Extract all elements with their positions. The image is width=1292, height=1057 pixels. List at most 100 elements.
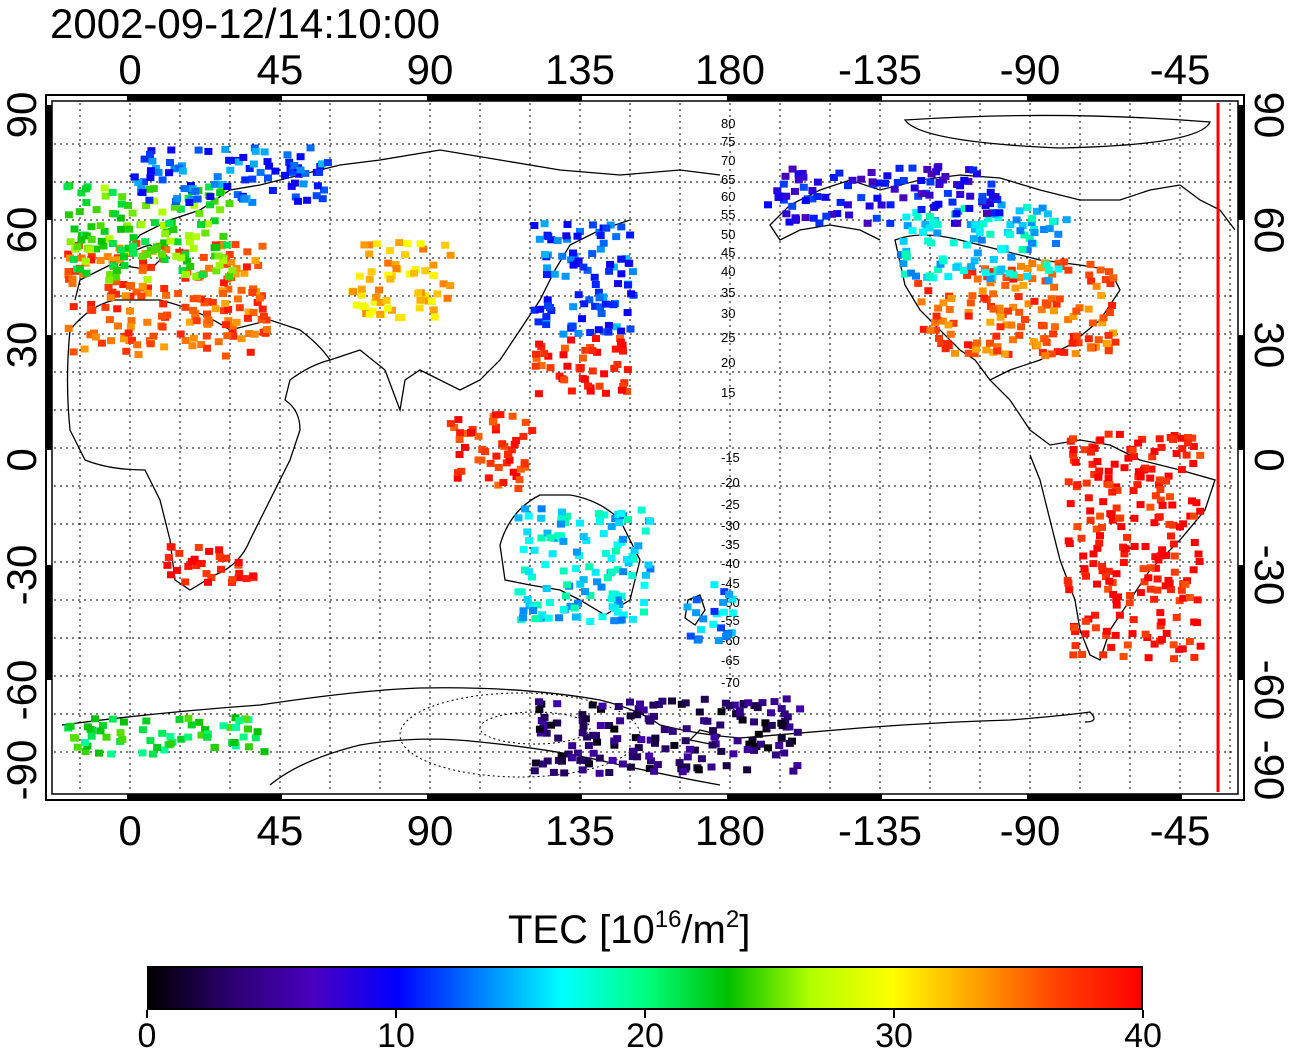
tec-point: [1080, 446, 1089, 454]
tec-point: [1096, 436, 1105, 444]
tec-point: [1102, 627, 1111, 635]
tec-point: [1041, 352, 1050, 360]
tec-point: [530, 222, 539, 229]
tec-point: [1104, 567, 1113, 575]
tec-point: [937, 340, 946, 347]
tec-point: [644, 561, 653, 569]
tec-point: [232, 318, 241, 326]
tec-point: [1087, 277, 1096, 285]
tec-point: [528, 427, 537, 434]
tec-point: [1189, 460, 1198, 467]
tec-point: [917, 190, 926, 198]
tec-point: [645, 765, 654, 773]
tec-point: [592, 732, 600, 739]
tec-point: [1112, 595, 1121, 603]
tec-point: [169, 226, 178, 233]
tec-point: [1021, 316, 1029, 323]
tec-point: [128, 209, 137, 217]
tec-point: [935, 334, 943, 342]
tec-point: [189, 306, 198, 314]
tec-point: [221, 145, 230, 153]
tec-point: [653, 761, 662, 769]
tec-point: [781, 172, 790, 180]
tec-point: [668, 697, 676, 705]
tec-point: [782, 210, 791, 218]
tec-point: [535, 698, 543, 706]
tec-point: [960, 176, 969, 184]
tec-point: [966, 192, 975, 200]
tec-point: [203, 344, 211, 352]
tec-point: [82, 232, 91, 240]
tec-point: [81, 185, 90, 193]
tec-point: [1153, 586, 1162, 594]
tec-point: [537, 534, 546, 542]
tec-point: [570, 604, 579, 612]
tec-point: [899, 259, 908, 267]
tec-point: [496, 411, 505, 419]
geomagnetic-label: -65: [721, 653, 740, 668]
tec-point: [429, 306, 438, 314]
tec-point: [294, 197, 302, 205]
tec-point: [627, 290, 636, 298]
tec-point: [232, 723, 240, 731]
tec-point: [285, 158, 294, 166]
tec-point: [421, 292, 430, 300]
tec-point: [208, 298, 217, 306]
tec-point: [619, 568, 628, 576]
tec-point: [384, 271, 393, 279]
tec-point: [185, 238, 194, 246]
tec-point: [777, 705, 786, 713]
tec-point: [88, 306, 97, 314]
tec-point: [779, 196, 788, 204]
tec-point: [175, 549, 184, 557]
tec-point: [508, 412, 517, 420]
tec-point: [146, 263, 155, 271]
tec-point: [291, 193, 300, 201]
tec-point: [1028, 275, 1037, 283]
tec-point: [1111, 338, 1120, 346]
tec-point: [245, 165, 254, 172]
tec-point: [969, 166, 978, 174]
tec-point: [443, 294, 452, 302]
tec-point: [770, 698, 779, 706]
tec-point: [158, 323, 167, 331]
tec-point: [650, 767, 659, 775]
tec-point: [1050, 323, 1059, 331]
tec-point: [544, 352, 553, 360]
geomagnetic-label: 30: [721, 306, 735, 321]
tec-point: [1109, 590, 1118, 598]
tec-point: [158, 729, 167, 737]
tec-point: [1085, 271, 1094, 279]
tec-point: [68, 275, 77, 283]
tec-point: [646, 736, 655, 744]
tec-point: [1104, 430, 1113, 438]
tec-point: [516, 465, 525, 473]
tec-point: [733, 737, 742, 745]
tec-point: [234, 158, 243, 166]
tec-point: [539, 721, 548, 729]
tec-point: [794, 170, 803, 178]
tec-point: [186, 262, 195, 270]
tec-point: [567, 336, 576, 344]
tec-point: [1196, 451, 1205, 459]
tec-point: [960, 267, 968, 274]
tec-point: [610, 364, 619, 372]
tec-point: [535, 340, 544, 348]
tec-point: [780, 710, 789, 718]
tec-point: [1109, 329, 1117, 337]
tec-point: [525, 537, 533, 545]
tec-point: [583, 266, 592, 274]
tec-point: [1105, 268, 1113, 276]
tec-point: [159, 300, 168, 308]
tec-point: [146, 340, 155, 348]
tec-point: [815, 219, 824, 227]
tec-point: [138, 749, 147, 757]
tec-point: [695, 708, 704, 716]
tec-point: [1087, 448, 1095, 456]
tec-point: [182, 257, 191, 265]
tec-point: [239, 153, 248, 161]
tec-point: [1017, 323, 1025, 331]
tec-point: [626, 698, 634, 706]
tec-point: [536, 729, 545, 737]
tec-point: [150, 197, 159, 205]
